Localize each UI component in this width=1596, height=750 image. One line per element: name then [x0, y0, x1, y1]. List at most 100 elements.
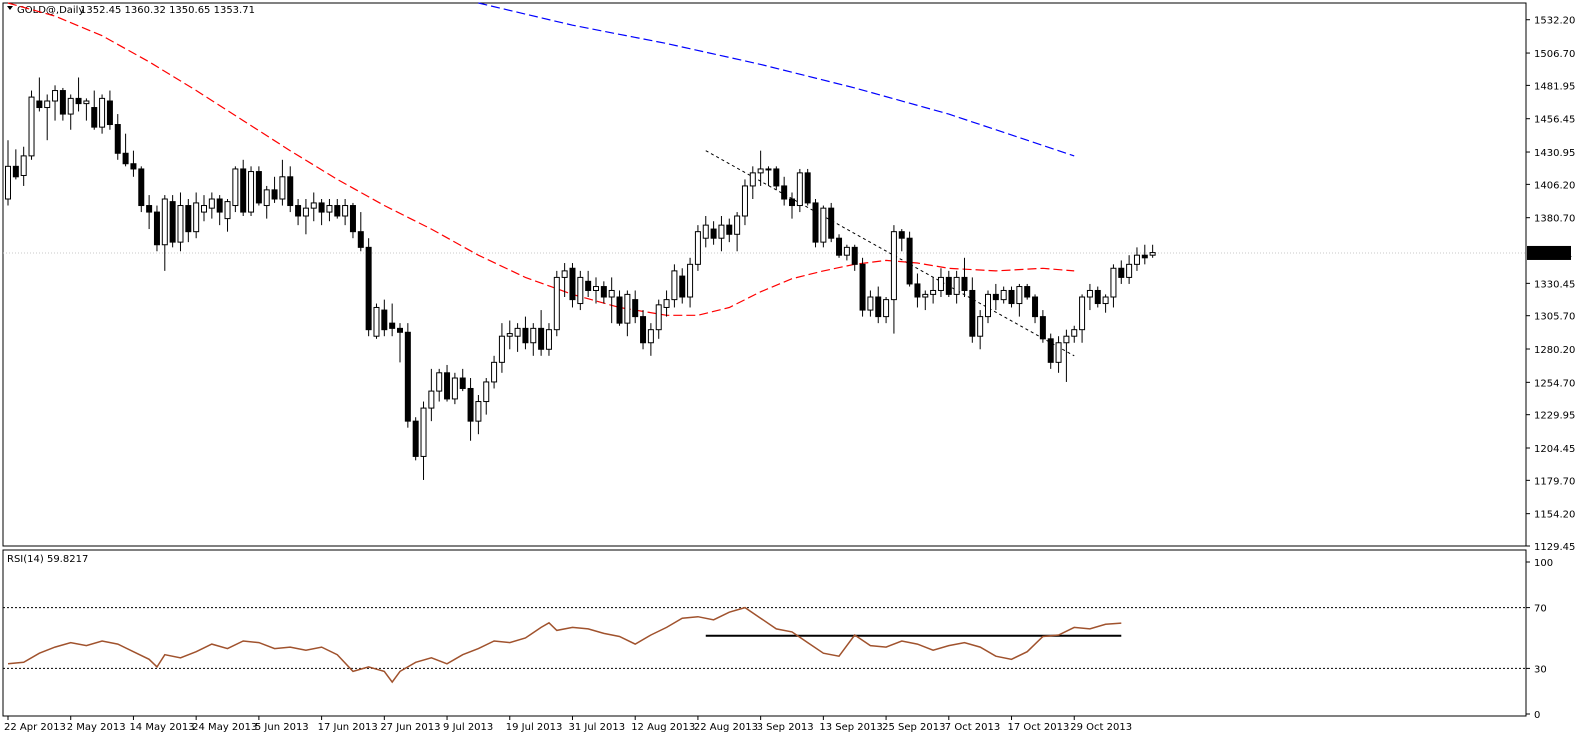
- candle-bullish: [208, 198, 215, 209]
- candle-bearish: [1094, 289, 1101, 305]
- candle-bearish: [906, 237, 913, 285]
- candle-bullish: [224, 201, 231, 220]
- candle-bearish: [585, 280, 592, 291]
- candle-bullish: [796, 172, 803, 207]
- candle-bullish: [655, 304, 662, 331]
- rsi-line: [7, 606, 1122, 684]
- candle-bearish: [216, 198, 223, 213]
- dropdown-icon: [7, 6, 13, 10]
- time-tick-label: 22 Apr 2013: [4, 722, 66, 733]
- moving-average-line: [478, 2, 1075, 157]
- candle-bullish: [561, 270, 568, 278]
- candle-bullish: [1086, 289, 1093, 298]
- candle-bullish: [428, 390, 435, 409]
- candle-bullish: [99, 97, 106, 128]
- candle-bullish: [741, 185, 748, 217]
- candle-bearish: [859, 263, 866, 311]
- candle-bearish: [616, 296, 623, 324]
- candle-bullish: [977, 316, 984, 337]
- rsi-panel-frame: [2, 549, 1527, 717]
- candle-bullish: [922, 293, 929, 298]
- candle-bearish: [255, 171, 262, 204]
- candle-bearish: [522, 327, 529, 344]
- candle-bullish: [248, 171, 255, 213]
- time-tick-label: 31 Jul 2013: [568, 722, 625, 733]
- candle-bearish: [640, 316, 647, 344]
- candle-bearish: [969, 289, 976, 337]
- candle-bullish: [44, 100, 51, 109]
- candle-bullish: [491, 361, 498, 383]
- time-tick-label: 24 May 2013: [192, 722, 257, 733]
- candle-bullish: [867, 296, 874, 311]
- candle-bearish: [1039, 316, 1046, 340]
- candle-bullish: [718, 224, 725, 239]
- price-tick-label: 1254.70: [1534, 378, 1575, 389]
- candle-bearish: [357, 231, 364, 248]
- price-tick-label: 1154.20: [1534, 510, 1575, 521]
- time-tick-label: 14 May 2013: [129, 722, 194, 733]
- ohlc-label: 1352.45 1360.32 1350.65 1353.71: [80, 5, 255, 16]
- time-tick-label: 13 Sep 2013: [819, 722, 882, 733]
- candle-bullish: [647, 329, 654, 344]
- time-tick-label: 9 Jul 2013: [443, 722, 493, 733]
- price-tick-label: 1481.95: [1534, 81, 1575, 92]
- candle-bearish: [404, 331, 411, 422]
- candle-bearish: [295, 205, 302, 217]
- candle-bullish: [326, 205, 333, 213]
- price-tick-label: 1280.20: [1534, 345, 1575, 356]
- candle-bearish: [898, 231, 905, 239]
- candle-bullish: [663, 299, 670, 308]
- candle-bullish: [930, 289, 937, 295]
- candle-bullish: [1133, 254, 1140, 265]
- candle-bullish: [1016, 286, 1023, 305]
- candle-bearish: [773, 168, 780, 187]
- candle-bearish: [146, 205, 153, 213]
- candle-bearish: [804, 172, 811, 204]
- candle-bearish: [679, 275, 686, 298]
- candle-bearish: [1008, 289, 1015, 305]
- candle-bullish: [342, 205, 349, 217]
- candle-bearish: [12, 165, 19, 178]
- candle-bearish: [365, 246, 372, 331]
- last-price-box: [1527, 245, 1571, 260]
- candle-bullish: [52, 90, 59, 102]
- candle-bullish: [279, 176, 286, 200]
- candle-bearish: [59, 90, 66, 115]
- candle-bullish: [545, 329, 552, 350]
- price-tick-label: 1129.45: [1534, 542, 1575, 553]
- candle-bullish: [498, 335, 505, 363]
- candle-bearish: [467, 387, 474, 422]
- rsi-tick-label: 0: [1534, 710, 1540, 721]
- candle-bearish: [828, 207, 835, 239]
- candle-bullish: [1149, 252, 1156, 256]
- price-tick-label: 1406.20: [1534, 180, 1575, 191]
- price-tick-label: 1380.70: [1534, 214, 1575, 225]
- candle-bullish: [514, 327, 521, 337]
- candle-bullish: [263, 189, 270, 207]
- candle-bearish: [851, 246, 858, 265]
- candle-bullish: [765, 168, 772, 171]
- candle-bearish: [1118, 267, 1125, 278]
- rsi-panel: RSI(14) 59.8217 100 70 30 0: [2, 549, 1553, 721]
- rsi-tick-label: 70: [1534, 604, 1547, 615]
- candle-bearish: [1141, 254, 1148, 259]
- candle-bearish: [185, 205, 192, 233]
- candle-bullish: [1126, 263, 1133, 278]
- candle-bullish: [20, 155, 27, 176]
- candle-bullish: [451, 377, 458, 400]
- candle-bearish: [1024, 286, 1031, 298]
- candle-bullish: [1055, 342, 1062, 363]
- time-tick-label: 5 Jun 2013: [255, 722, 309, 733]
- candle-bearish: [381, 309, 388, 331]
- candle-bearish: [781, 185, 788, 200]
- candle-bearish: [812, 202, 819, 243]
- time-tick-label: 7 Oct 2013: [945, 722, 1000, 733]
- candle-bearish: [287, 176, 294, 207]
- price-panel: 1532.20 1506.70 1481.95 1456.45 1430.95 1406.…: [2, 2, 1575, 553]
- candle-bullish: [671, 270, 678, 301]
- candle-bearish: [36, 100, 43, 109]
- candle-bearish: [1047, 338, 1054, 363]
- rsi-tick-label: 100: [1534, 558, 1553, 569]
- candle-bullish: [734, 215, 741, 235]
- candle-bearish: [992, 293, 999, 301]
